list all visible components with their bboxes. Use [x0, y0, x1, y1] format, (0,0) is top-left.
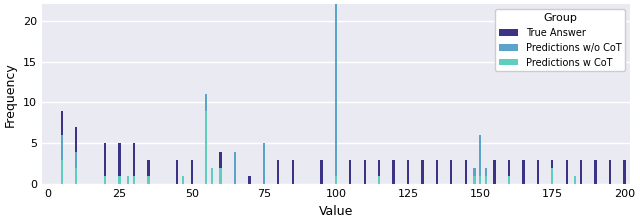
Bar [574, 176, 577, 184]
Bar [277, 160, 280, 184]
Bar [335, 4, 337, 184]
Bar [551, 160, 554, 184]
Bar [508, 176, 510, 184]
Bar [291, 160, 294, 184]
Bar [75, 152, 77, 184]
Bar [321, 160, 323, 184]
X-axis label: Value: Value [319, 205, 353, 218]
Bar [450, 160, 452, 184]
Y-axis label: Frequency: Frequency [4, 62, 17, 127]
Bar [392, 160, 395, 184]
Bar [104, 176, 106, 184]
Bar [176, 160, 179, 184]
Bar [205, 94, 207, 184]
Bar [61, 111, 63, 184]
Bar [75, 127, 77, 184]
Bar [508, 160, 510, 184]
Bar [61, 160, 63, 184]
Bar [220, 168, 221, 184]
Bar [104, 143, 106, 184]
Bar [364, 160, 366, 184]
Bar [133, 143, 135, 184]
Bar [248, 176, 250, 184]
Bar [473, 168, 476, 184]
Bar [61, 135, 63, 184]
Bar [262, 143, 265, 184]
Bar [211, 168, 213, 184]
Bar [566, 160, 568, 184]
Bar [479, 176, 481, 184]
Bar [182, 176, 184, 184]
Bar [147, 176, 150, 184]
Bar [262, 143, 265, 184]
Bar [147, 160, 150, 184]
Bar [473, 176, 476, 184]
Bar [484, 168, 487, 184]
Bar [493, 160, 496, 184]
Bar [349, 160, 351, 184]
Bar [234, 152, 236, 184]
Legend: True Answer, Predictions w/o CoT, Predictions w CoT: True Answer, Predictions w/o CoT, Predic… [495, 9, 625, 71]
Bar [551, 168, 554, 184]
Bar [407, 160, 409, 184]
Bar [211, 168, 213, 184]
Bar [378, 176, 380, 184]
Bar [234, 176, 236, 184]
Bar [205, 160, 207, 184]
Bar [484, 176, 487, 184]
Bar [623, 160, 625, 184]
Bar [580, 160, 582, 184]
Bar [378, 160, 380, 184]
Bar [421, 160, 424, 184]
Bar [537, 160, 539, 184]
Bar [436, 160, 438, 184]
Bar [595, 160, 596, 184]
Bar [335, 160, 337, 184]
Bar [609, 160, 611, 184]
Bar [479, 160, 481, 184]
Bar [118, 143, 121, 184]
Bar [220, 152, 221, 184]
Bar [465, 160, 467, 184]
Bar [220, 176, 221, 184]
Bar [133, 176, 135, 184]
Bar [191, 160, 193, 184]
Bar [335, 176, 337, 184]
Bar [479, 135, 481, 184]
Bar [205, 111, 207, 184]
Bar [118, 176, 121, 184]
Bar [522, 160, 525, 184]
Bar [127, 176, 129, 184]
Bar [75, 168, 77, 184]
